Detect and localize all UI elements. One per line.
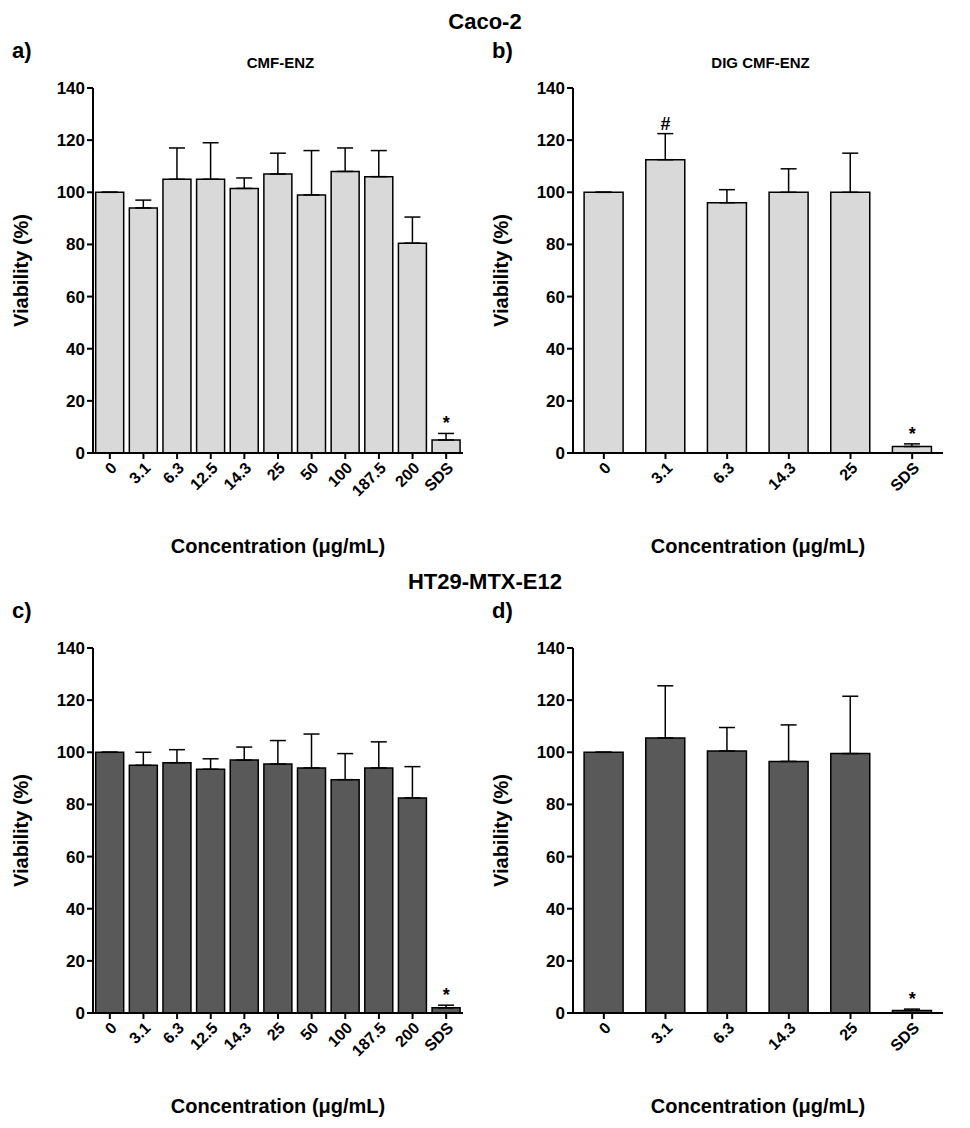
- svg-text:200: 200: [392, 459, 423, 490]
- svg-text:12.5: 12.5: [187, 1019, 221, 1053]
- svg-text:40: 40: [66, 340, 85, 359]
- svg-text:6.3: 6.3: [710, 1019, 738, 1047]
- svg-text:100: 100: [324, 459, 356, 490]
- svg-text:3.1: 3.1: [126, 459, 154, 487]
- svg-text:100: 100: [537, 743, 565, 762]
- svg-text:60: 60: [546, 848, 565, 867]
- svg-text:3.1: 3.1: [126, 1019, 154, 1047]
- svg-text:0: 0: [76, 444, 85, 463]
- svg-text:14.3: 14.3: [220, 459, 254, 493]
- svg-text:60: 60: [66, 848, 85, 867]
- svg-text:25: 25: [264, 1019, 289, 1044]
- svg-text:14.3: 14.3: [220, 1019, 254, 1053]
- svg-text:6.3: 6.3: [159, 459, 187, 487]
- svg-text:SDS: SDS: [421, 459, 457, 495]
- html-text:b): b): [492, 38, 513, 63]
- svg-text:120: 120: [57, 691, 85, 710]
- svg-text:Concentration (μg/mL): Concentration (μg/mL): [651, 1095, 865, 1117]
- svg-text:0: 0: [102, 459, 120, 477]
- svg-text:Viability (%): Viability (%): [490, 774, 512, 887]
- svg-text:0: 0: [596, 459, 614, 477]
- svg-text:120: 120: [537, 691, 565, 710]
- svg-text:0: 0: [556, 444, 565, 463]
- svg-text:*: *: [443, 413, 450, 433]
- svg-text:*: *: [909, 989, 916, 1009]
- svg-text:14.3: 14.3: [765, 1019, 799, 1053]
- html-text:a): a): [12, 38, 32, 63]
- svg-text:120: 120: [57, 131, 85, 150]
- svg-text:60: 60: [66, 288, 85, 307]
- svg-text:187.5: 187.5: [349, 1019, 389, 1059]
- svg-text:200: 200: [392, 1019, 423, 1050]
- svg-text:Viability (%): Viability (%): [490, 214, 512, 327]
- svg-text:80: 80: [66, 795, 85, 814]
- svg-text:0: 0: [556, 1004, 565, 1023]
- svg-text:80: 80: [66, 235, 85, 254]
- svg-text:140: 140: [57, 79, 85, 98]
- svg-text:20: 20: [546, 392, 565, 411]
- svg-text:120: 120: [537, 131, 565, 150]
- svg-text:25: 25: [264, 459, 289, 484]
- svg-text:60: 60: [546, 288, 565, 307]
- svg-text:SDS: SDS: [887, 459, 923, 495]
- svg-text:Viability (%): Viability (%): [10, 774, 32, 887]
- svg-text:3.1: 3.1: [648, 1019, 676, 1047]
- svg-text:100: 100: [57, 743, 85, 762]
- svg-text:40: 40: [66, 900, 85, 919]
- svg-text:50: 50: [297, 1019, 322, 1044]
- svg-text:100: 100: [57, 183, 85, 202]
- svg-text:20: 20: [66, 952, 85, 971]
- svg-text:3.1: 3.1: [648, 459, 676, 487]
- svg-text:14.3: 14.3: [765, 459, 799, 493]
- html-text:DIG CMF-ENZ: DIG CMF-ENZ: [711, 54, 810, 71]
- html-text:CMF-ENZ: CMF-ENZ: [246, 54, 315, 71]
- svg-text:*: *: [443, 985, 450, 1005]
- svg-text:SDS: SDS: [421, 1019, 457, 1055]
- html-text:d): d): [492, 598, 513, 623]
- svg-text:100: 100: [537, 183, 565, 202]
- svg-text:40: 40: [546, 900, 565, 919]
- svg-text:Concentration (μg/mL): Concentration (μg/mL): [171, 1095, 385, 1117]
- svg-text:100: 100: [324, 1019, 356, 1050]
- svg-text:12.5: 12.5: [187, 459, 221, 493]
- svg-text:Concentration (μg/mL): Concentration (μg/mL): [171, 535, 385, 557]
- html-text:HT29-MTX-E12: HT29-MTX-E12: [408, 569, 562, 594]
- svg-text:25: 25: [836, 1019, 861, 1044]
- svg-text:Concentration (μg/mL): Concentration (μg/mL): [651, 535, 865, 557]
- svg-text:*: *: [909, 424, 916, 444]
- svg-text:Viability (%): Viability (%): [10, 214, 32, 327]
- svg-text:80: 80: [546, 795, 565, 814]
- html-text:c): c): [12, 598, 32, 623]
- svg-text:#: #: [660, 114, 670, 134]
- svg-text:0: 0: [596, 1019, 614, 1037]
- svg-text:140: 140: [537, 79, 565, 98]
- html-text:Caco-2: Caco-2: [448, 9, 522, 34]
- svg-text:20: 20: [66, 392, 85, 411]
- svg-text:6.3: 6.3: [159, 1019, 187, 1047]
- svg-text:140: 140: [57, 639, 85, 658]
- svg-text:0: 0: [102, 1019, 120, 1037]
- svg-text:20: 20: [546, 952, 565, 971]
- svg-text:40: 40: [546, 340, 565, 359]
- svg-text:SDS: SDS: [887, 1019, 923, 1055]
- svg-text:6.3: 6.3: [710, 459, 738, 487]
- svg-text:25: 25: [836, 459, 861, 484]
- svg-text:187.5: 187.5: [349, 459, 389, 499]
- svg-text:80: 80: [546, 235, 565, 254]
- svg-text:0: 0: [76, 1004, 85, 1023]
- svg-text:50: 50: [297, 459, 322, 484]
- svg-text:140: 140: [537, 639, 565, 658]
